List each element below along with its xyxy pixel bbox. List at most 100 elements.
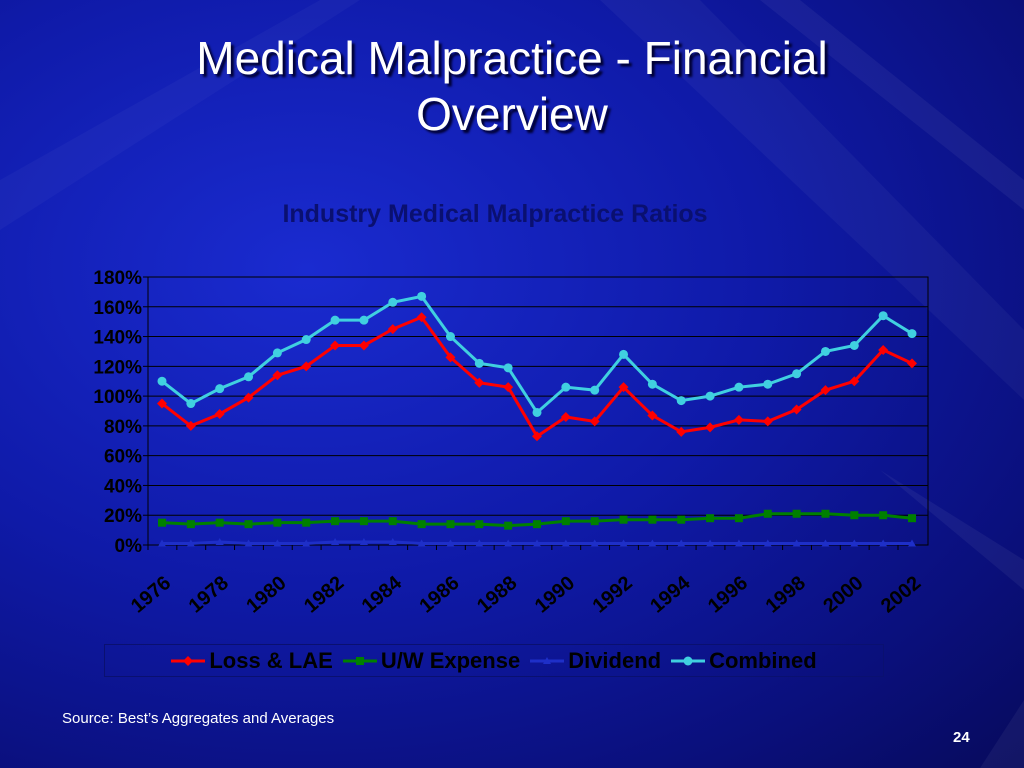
data-point <box>907 358 917 369</box>
data-point <box>388 538 397 546</box>
y-tick-label: 0% <box>115 536 143 557</box>
data-point <box>821 509 830 518</box>
series-dividend <box>158 538 916 547</box>
data-point <box>763 539 772 547</box>
data-point <box>186 520 195 529</box>
data-point <box>648 515 657 524</box>
data-point <box>417 520 426 529</box>
series-layer <box>157 291 917 547</box>
data-point <box>648 539 657 547</box>
data-point <box>157 398 167 409</box>
data-point <box>532 407 542 417</box>
data-point <box>301 335 311 345</box>
data-point <box>355 656 364 665</box>
x-tick-label: 1984 <box>358 571 407 617</box>
data-point <box>733 414 744 425</box>
data-point <box>503 382 514 393</box>
x-tick-label: 1982 <box>300 572 348 617</box>
data-point <box>908 514 916 523</box>
data-point <box>185 420 196 431</box>
data-point <box>676 396 686 406</box>
data-point <box>186 399 196 409</box>
legend-item: Loss & LAE <box>171 647 333 674</box>
data-point <box>215 518 224 527</box>
x-tick-label: 1998 <box>762 572 810 617</box>
data-point <box>475 520 484 529</box>
data-point <box>849 376 860 387</box>
data-point <box>792 509 801 518</box>
data-point <box>475 539 484 547</box>
data-point <box>215 384 225 394</box>
y-tick-label: 100% <box>93 387 142 408</box>
data-point <box>532 431 542 442</box>
data-point <box>359 517 368 526</box>
data-point <box>677 515 686 524</box>
data-point <box>244 539 253 547</box>
legend-item: Dividend <box>530 648 661 674</box>
data-point <box>619 515 628 524</box>
data-point <box>301 361 312 372</box>
data-point <box>705 391 715 401</box>
x-axis-ticks: 1976 1978 1980 1982 1984 1986 1988 1990 1992 1994… <box>127 545 925 617</box>
x-tick-label: 1976 <box>127 572 175 617</box>
data-point <box>158 539 166 547</box>
data-point <box>878 344 889 355</box>
data-point <box>762 416 773 427</box>
x-tick-label: 1992 <box>589 572 637 617</box>
x-tick-label: 1980 <box>242 572 290 617</box>
data-point <box>792 369 802 379</box>
data-point <box>359 538 368 546</box>
data-point <box>561 382 571 392</box>
data-point <box>706 514 715 523</box>
legend-label: Dividend <box>568 647 662 673</box>
x-tick-label: 1994 <box>646 571 695 617</box>
data-point <box>763 379 773 389</box>
data-point <box>791 404 802 415</box>
series-loss-lae <box>157 312 917 442</box>
y-tick-label: 40% <box>104 476 142 497</box>
legend-item: U/W Expense <box>342 647 521 674</box>
data-point <box>677 539 686 547</box>
data-point <box>330 315 340 325</box>
data-point <box>446 539 455 547</box>
data-point <box>676 426 687 437</box>
data-point <box>446 520 455 529</box>
data-point <box>647 410 658 421</box>
data-point <box>272 348 282 358</box>
data-point <box>705 422 716 433</box>
data-point <box>416 312 427 323</box>
legend-label: U/W Expense <box>380 647 521 673</box>
data-point <box>879 511 888 520</box>
data-point <box>474 358 484 368</box>
data-point <box>792 539 801 547</box>
data-point <box>186 539 195 547</box>
data-point <box>358 340 369 351</box>
data-point <box>560 411 571 422</box>
slide-title-line-2: Overview <box>416 88 608 140</box>
y-tick-label: 20% <box>104 506 142 527</box>
y-tick-label: 140% <box>93 328 142 349</box>
legend-label: Loss & LAE <box>209 647 333 673</box>
data-point <box>215 538 224 546</box>
series-combined <box>157 291 917 417</box>
data-point <box>879 539 888 547</box>
slide-title-line-1: Medical Malpractice - Financial <box>196 32 828 84</box>
y-axis-ticks: 0% 20% 40% 60% 80% 100% 120% 140% 160% 180% <box>93 268 148 557</box>
x-tick-label: 1990 <box>531 572 579 617</box>
data-point <box>331 538 340 546</box>
data-point <box>820 385 831 396</box>
data-point <box>330 340 341 351</box>
data-point <box>331 517 340 526</box>
y-tick-label: 60% <box>104 447 142 468</box>
legend-label: Combined <box>709 647 817 673</box>
series-u-w-expense <box>158 509 916 530</box>
data-point <box>821 539 830 547</box>
data-point <box>158 518 166 527</box>
data-point <box>214 408 225 419</box>
source-note: Source: Best’s Aggregates and Averages <box>62 710 335 727</box>
y-tick-label: 120% <box>93 357 142 378</box>
data-point <box>849 340 859 350</box>
slide-title: Medical Malpractice - Financial Overview <box>0 30 1024 142</box>
data-point <box>504 539 513 547</box>
data-point <box>417 291 427 301</box>
